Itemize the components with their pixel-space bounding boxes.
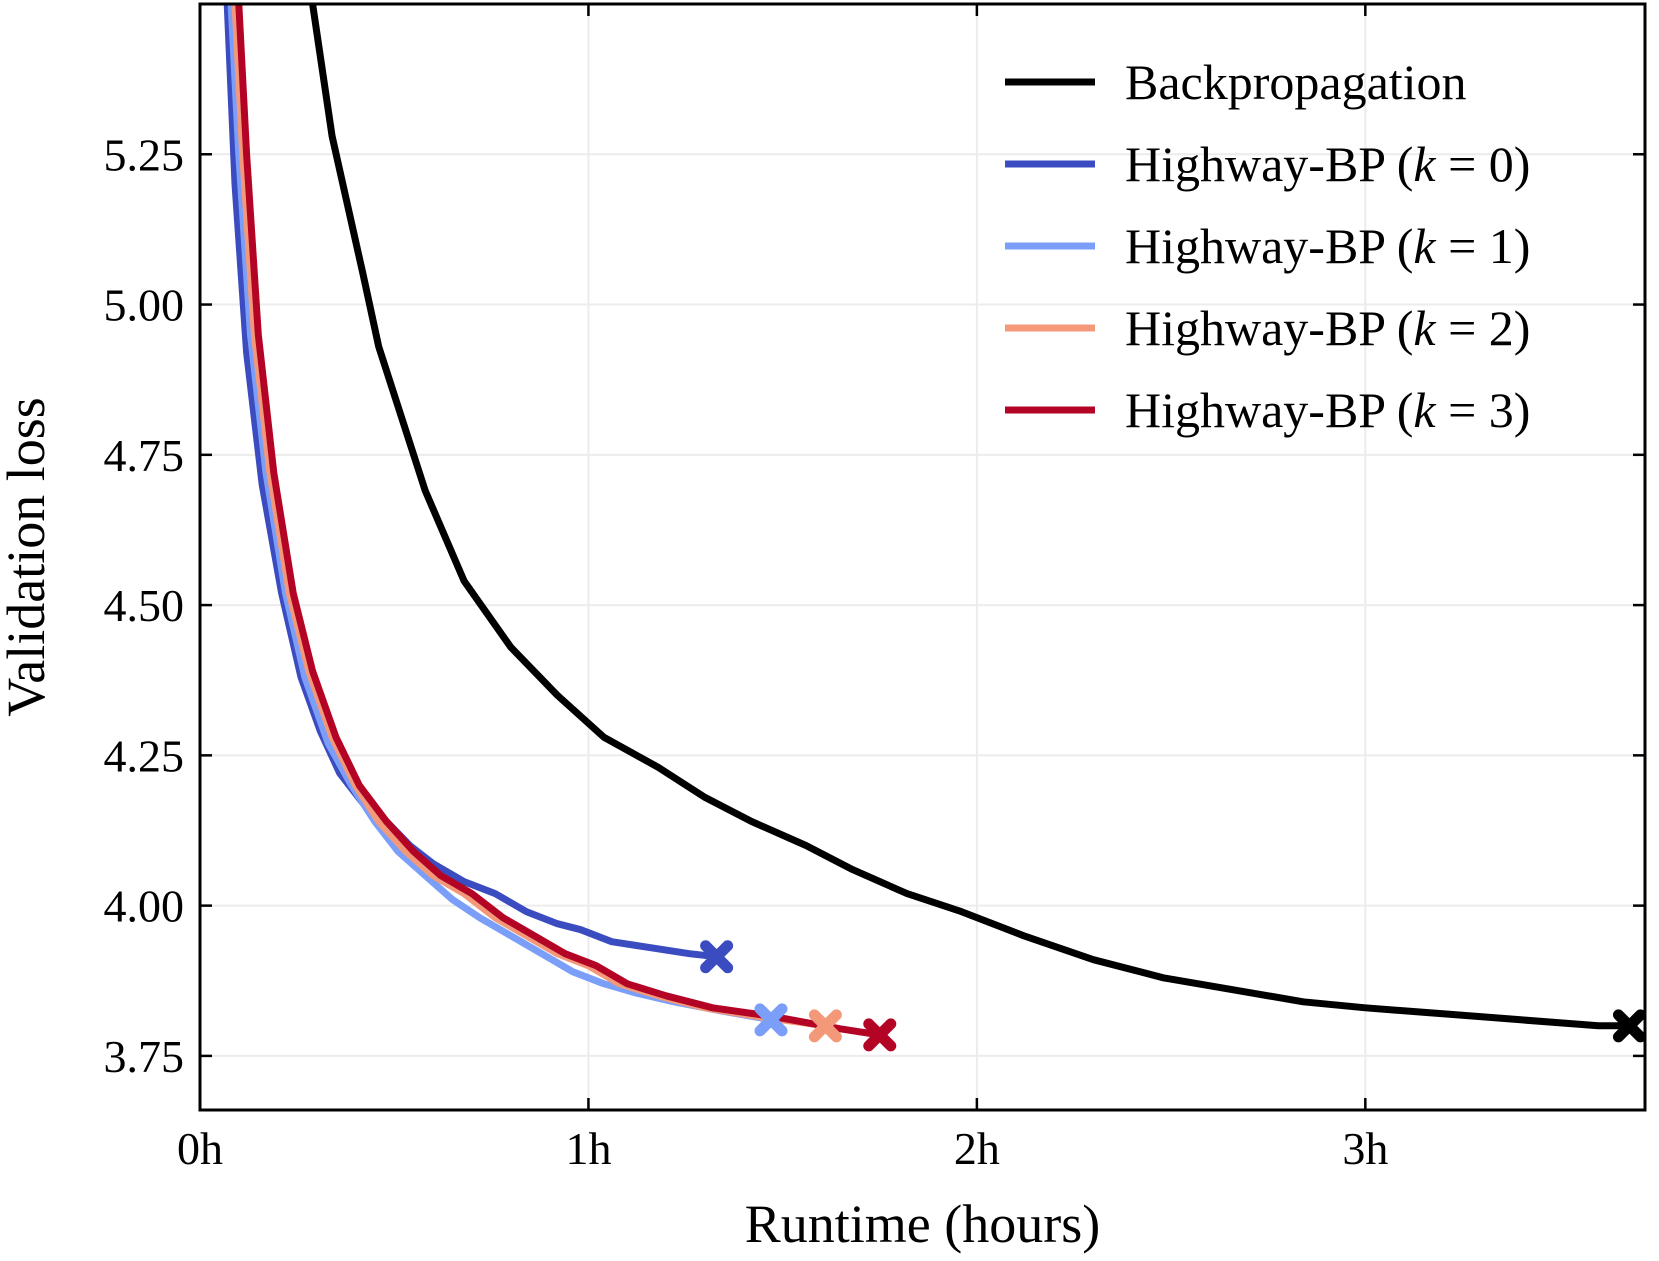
series-line-2 — [227, 4, 775, 1024]
series-end-marker-4 — [863, 1018, 897, 1052]
axis-ticks: 0h 1h 2h 3h 3.75 4.00 4.25 4.50 4.75 5.00 5.25 — [104, 4, 1645, 1174]
series-line-1 — [223, 4, 721, 961]
x-tick-label: 3h — [1342, 1123, 1388, 1174]
series-end-marker-3 — [808, 1009, 842, 1043]
grid-lines — [199, 4, 1645, 1110]
y-tick-label: 4.50 — [104, 580, 185, 631]
y-axis-label: Validation loss — [0, 397, 56, 717]
end-markers — [700, 940, 1646, 1052]
y-tick-label: 4.75 — [104, 430, 185, 481]
series-line-3 — [231, 4, 829, 1030]
legend-label: Highway-BP (k = 1) — [1125, 218, 1530, 274]
series-end-marker-0 — [1612, 1009, 1646, 1043]
x-tick-label: 2h — [954, 1123, 1000, 1174]
plot-frame — [198, 2, 1647, 1112]
legend-item: Highway-BP (k = 3) — [1005, 382, 1530, 438]
legend-item: Backpropagation — [1005, 54, 1467, 110]
legend-item: Highway-BP (k = 1) — [1005, 218, 1530, 274]
series-end-marker-1 — [700, 940, 734, 974]
legend-label: Highway-BP (k = 3) — [1125, 382, 1530, 438]
legend-label: Highway-BP (k = 2) — [1125, 300, 1530, 356]
series-line-4 — [235, 4, 884, 1039]
legend-label: Highway-BP (k = 0) — [1125, 136, 1530, 192]
y-tick-label: 3.75 — [104, 1031, 185, 1082]
y-tick-label: 5.00 — [104, 280, 185, 331]
y-tick-label: 4.25 — [104, 730, 185, 781]
series-end-marker-2 — [754, 1003, 788, 1037]
series-lines — [223, 4, 1633, 1039]
x-tick-label: 1h — [565, 1123, 611, 1174]
x-axis-label: Runtime (hours) — [745, 1194, 1100, 1254]
legend: Backpropagation Highway-BP (k = 0) Highway… — [1005, 54, 1530, 438]
y-tick-label: 5.25 — [104, 129, 185, 180]
series-line-0 — [309, 4, 1633, 1030]
legend-item: Highway-BP (k = 2) — [1005, 300, 1530, 356]
y-tick-label: 4.00 — [104, 881, 185, 932]
legend-item: Highway-BP (k = 0) — [1005, 136, 1530, 192]
legend-label: Backpropagation — [1125, 54, 1467, 110]
x-tick-label: 0h — [177, 1123, 223, 1174]
